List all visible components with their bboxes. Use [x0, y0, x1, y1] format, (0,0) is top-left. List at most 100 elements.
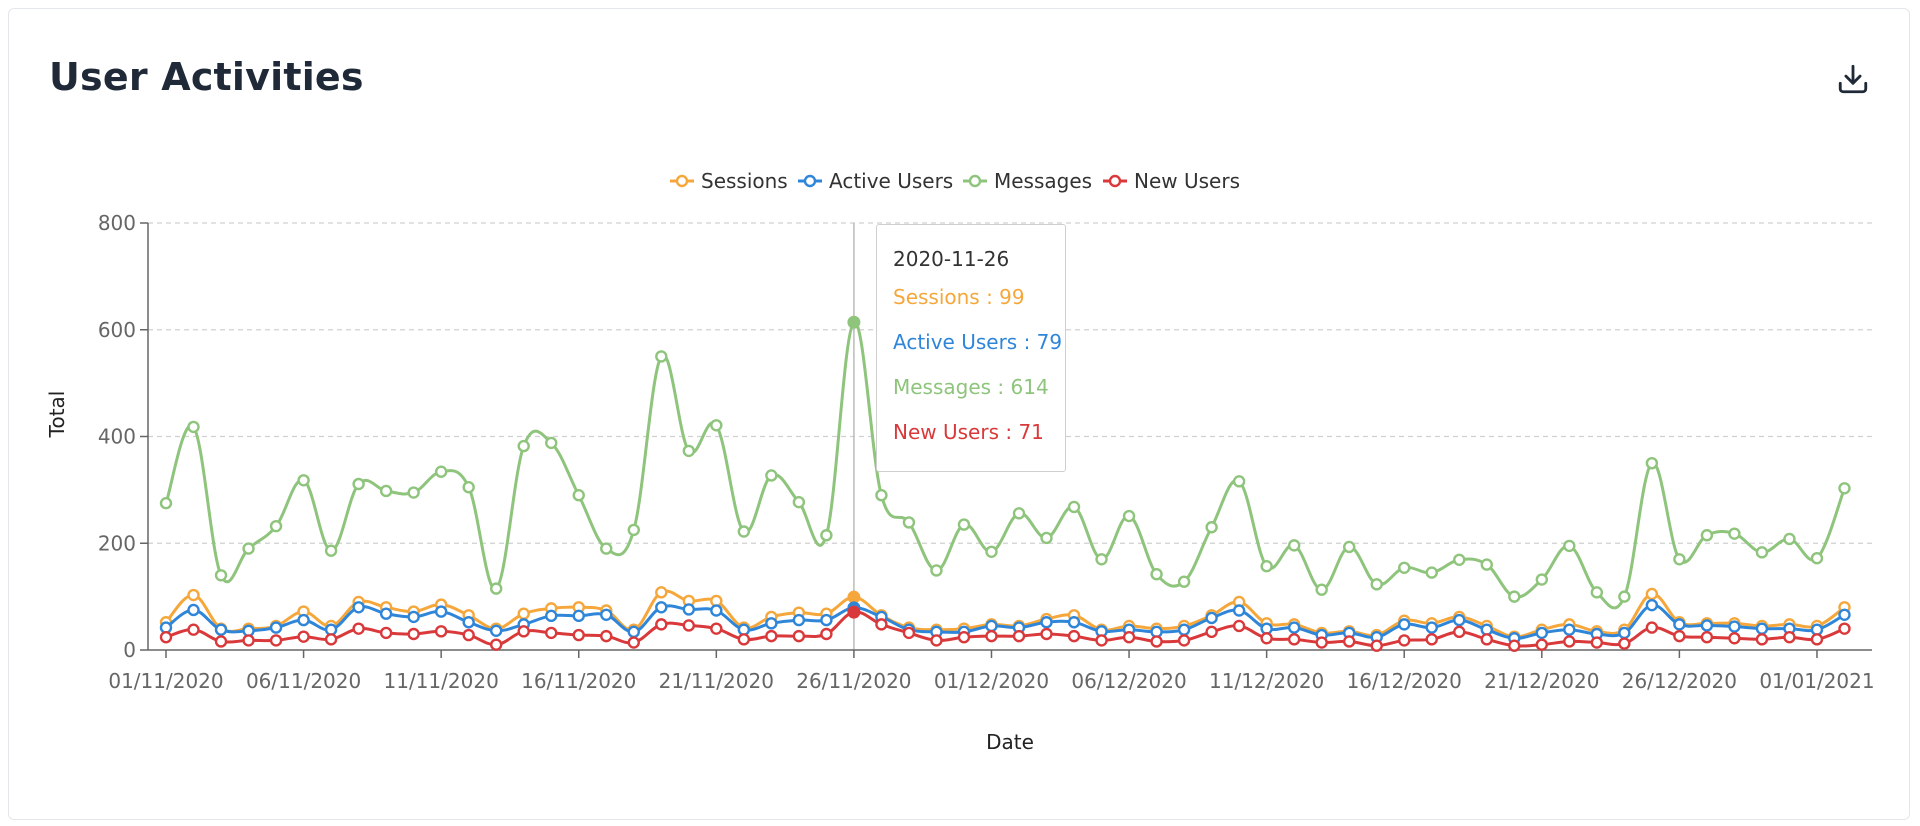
point-messages[interactable]	[1012, 507, 1026, 520]
point-active-users[interactable]	[1453, 613, 1466, 627]
point-sessions-highlight[interactable]	[847, 590, 861, 604]
point-messages[interactable]	[957, 518, 971, 531]
point-new-users[interactable]	[1205, 625, 1218, 639]
point-messages-highlight[interactable]	[847, 315, 861, 329]
point-active-users[interactable]	[985, 619, 998, 633]
point-new-users[interactable]	[214, 635, 228, 648]
point-messages[interactable]	[1728, 527, 1741, 540]
point-new-users[interactable]	[1645, 621, 1659, 634]
point-new-users[interactable]	[1810, 633, 1824, 646]
point-new-users[interactable]	[1287, 633, 1301, 646]
point-new-users[interactable]	[957, 630, 971, 644]
point-new-users[interactable]	[820, 627, 833, 641]
point-new-users[interactable]	[1012, 629, 1026, 643]
point-messages[interactable]	[1453, 553, 1466, 566]
point-new-users[interactable]	[572, 628, 585, 642]
point-messages[interactable]	[820, 529, 833, 542]
point-active-users[interactable]	[792, 613, 806, 627]
point-messages[interactable]	[627, 523, 640, 537]
point-new-users[interactable]	[434, 625, 448, 638]
point-active-users[interactable]	[407, 610, 420, 624]
legend[interactable]: Sessions Active Users Messages New Users	[670, 169, 1240, 193]
point-active-users[interactable]	[1645, 598, 1659, 612]
point-new-users[interactable]	[682, 619, 696, 632]
point-active-users[interactable]	[489, 624, 503, 637]
point-messages[interactable]	[269, 519, 283, 533]
point-messages[interactable]	[1370, 578, 1383, 591]
point-sessions[interactable]	[1645, 587, 1659, 601]
point-messages[interactable]	[765, 469, 778, 482]
point-active-users[interactable]	[297, 613, 310, 627]
point-messages[interactable]	[462, 481, 475, 494]
point-active-users[interactable]	[434, 605, 448, 618]
point-active-users[interactable]	[1563, 623, 1576, 636]
point-messages[interactable]	[297, 474, 310, 487]
point-new-users[interactable]	[1563, 635, 1576, 648]
point-active-users[interactable]	[1838, 608, 1851, 621]
point-active-users[interactable]	[627, 625, 640, 639]
point-new-users[interactable]	[324, 633, 338, 646]
point-messages[interactable]	[930, 564, 943, 577]
series-messages[interactable]	[159, 315, 1851, 610]
point-new-users[interactable]	[1838, 622, 1851, 635]
point-sessions[interactable]	[517, 607, 530, 620]
point-messages[interactable]	[1067, 500, 1081, 514]
point-messages[interactable]	[1095, 553, 1108, 566]
point-messages[interactable]	[1783, 532, 1796, 546]
point-new-users[interactable]	[1618, 637, 1631, 650]
point-active-users[interactable]	[1618, 626, 1631, 640]
point-active-users[interactable]	[1425, 621, 1438, 634]
point-active-users[interactable]	[1232, 604, 1246, 617]
point-active-users[interactable]	[1673, 618, 1686, 631]
point-new-users[interactable]	[242, 634, 255, 647]
point-new-users[interactable]	[627, 636, 640, 649]
point-messages[interactable]	[655, 350, 668, 363]
point-active-users[interactable]	[1040, 616, 1053, 629]
point-messages[interactable]	[1838, 482, 1851, 495]
point-messages[interactable]	[159, 497, 173, 510]
point-messages[interactable]	[1425, 566, 1438, 579]
point-sessions[interactable]	[187, 588, 200, 602]
point-active-users[interactable]	[682, 603, 696, 616]
point-messages[interactable]	[1232, 475, 1246, 488]
point-new-users[interactable]	[489, 638, 503, 651]
point-new-users[interactable]	[379, 626, 393, 640]
point-active-users[interactable]	[1398, 618, 1411, 631]
point-messages[interactable]	[792, 495, 806, 509]
point-messages[interactable]	[1315, 583, 1328, 596]
point-active-users[interactable]	[352, 601, 365, 614]
point-new-users[interactable]	[187, 623, 200, 636]
point-messages[interactable]	[489, 582, 503, 595]
point-new-users[interactable]	[792, 629, 806, 643]
point-messages[interactable]	[1260, 560, 1273, 573]
point-new-users[interactable]	[1122, 630, 1136, 644]
point-new-users[interactable]	[269, 634, 283, 647]
point-new-users[interactable]	[1232, 619, 1246, 633]
point-new-users[interactable]	[1315, 636, 1328, 649]
point-messages[interactable]	[1700, 529, 1714, 542]
point-messages[interactable]	[1398, 561, 1411, 575]
point-active-users[interactable]	[462, 616, 475, 629]
point-new-users[interactable]	[1342, 635, 1356, 648]
point-new-users[interactable]	[1150, 635, 1163, 648]
point-new-users[interactable]	[1067, 629, 1081, 643]
point-messages[interactable]	[352, 477, 365, 491]
point-new-users[interactable]	[545, 626, 558, 640]
legend-item-new-users[interactable]: New Users	[1103, 169, 1240, 193]
point-active-users[interactable]	[1287, 621, 1301, 634]
point-new-users[interactable]	[765, 629, 778, 643]
point-active-users[interactable]	[1205, 611, 1218, 625]
point-messages[interactable]	[1040, 531, 1053, 545]
point-messages[interactable]	[187, 420, 200, 434]
point-messages[interactable]	[324, 544, 338, 557]
point-messages[interactable]	[710, 419, 723, 432]
point-active-users[interactable]	[655, 601, 668, 614]
point-active-users[interactable]	[545, 609, 558, 623]
point-new-users[interactable]	[297, 630, 310, 643]
point-new-users[interactable]	[875, 618, 888, 631]
point-messages[interactable]	[1205, 521, 1218, 534]
point-new-users[interactable]	[1783, 630, 1796, 644]
download-button[interactable]	[1831, 57, 1875, 101]
point-new-users[interactable]	[462, 628, 475, 642]
point-messages[interactable]	[434, 465, 448, 478]
